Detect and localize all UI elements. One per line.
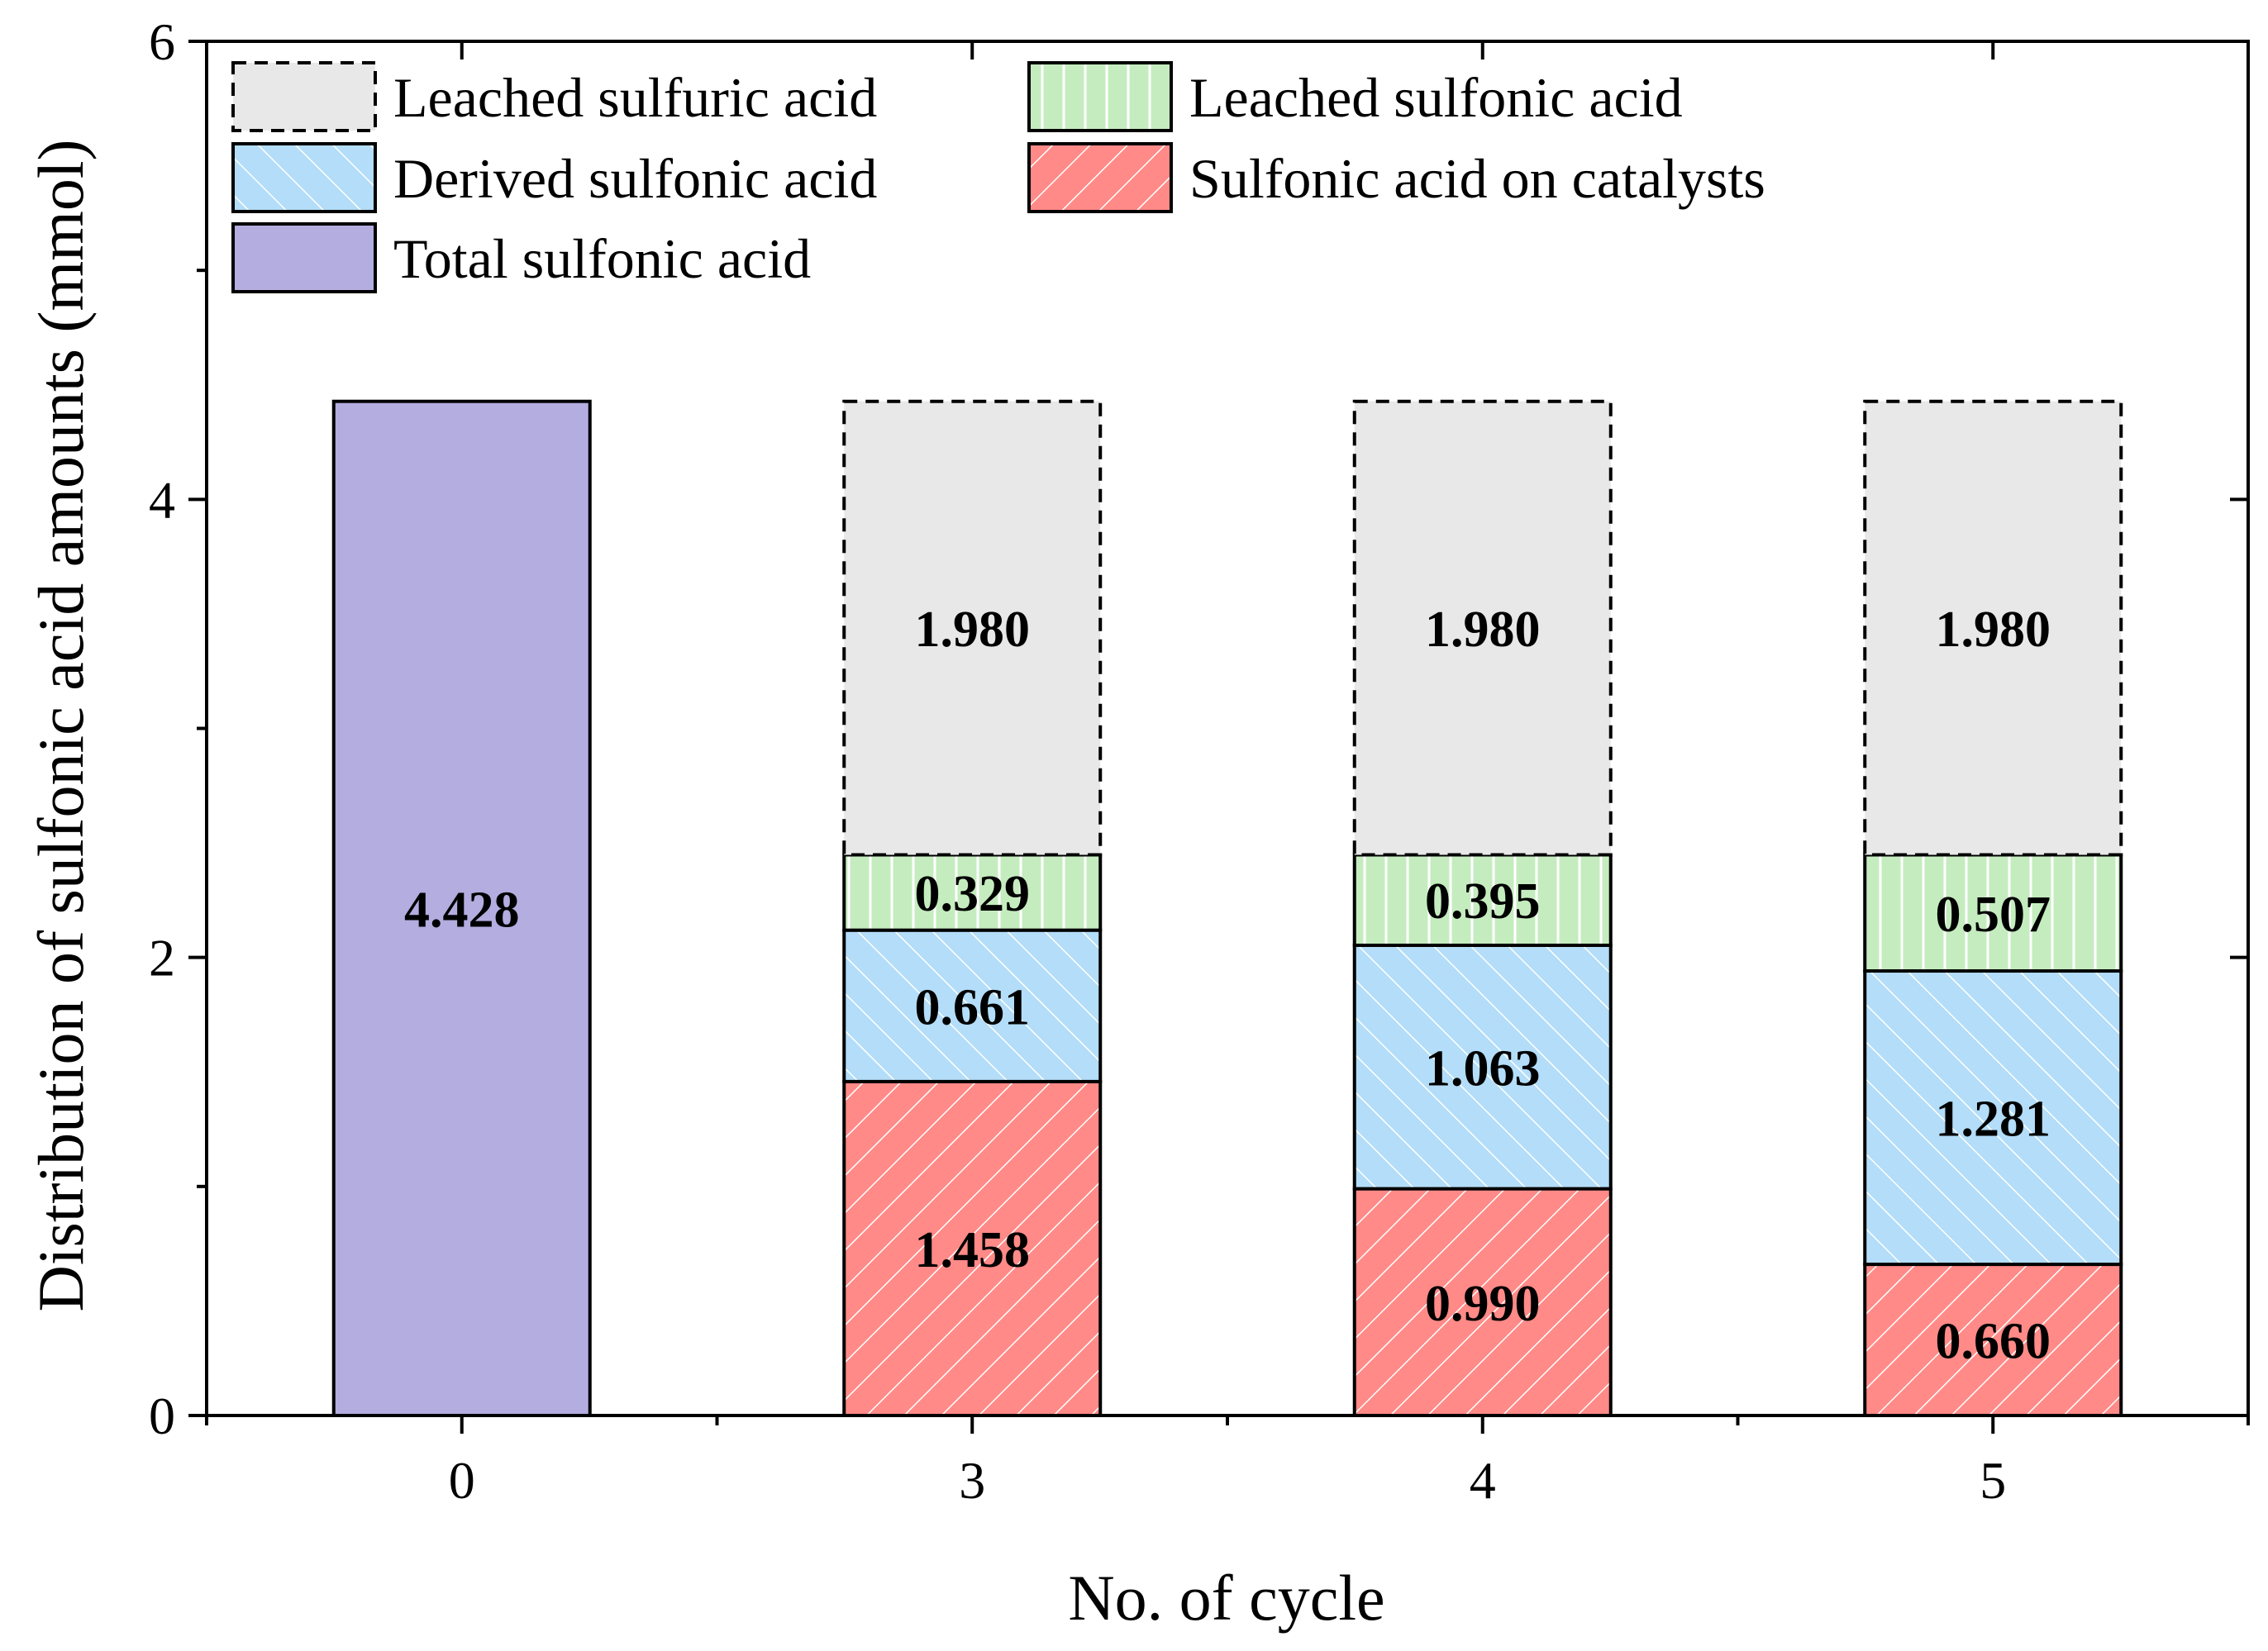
- bar-total-cycle-0: [333, 401, 590, 1415]
- bar-pattern-leached_sulfonic-cycle-3: [844, 854, 1101, 930]
- data-label-derived-cycle-5: 1.281: [1936, 1092, 2051, 1148]
- data-label-leached_sulfonic-cycle-3: 0.329: [915, 866, 1031, 922]
- data-label-leached_sulfonic-cycle-5: 0.507: [1936, 887, 2051, 943]
- y-tick-label: 2: [149, 929, 175, 987]
- bar-pattern-catalyst-cycle-4: [1354, 1188, 1611, 1415]
- data-label-derived-cycle-4: 1.063: [1425, 1040, 1541, 1097]
- legend-swatch-pattern-leached_sulfonic: [1029, 63, 1171, 131]
- bar-pattern-leached_sulfonic-cycle-4: [1354, 854, 1611, 945]
- data-labels: 4.428 1.458 0.661 0.329 1.980 0.990 1.063 0.395…: [404, 602, 2051, 1369]
- bar-pattern-derived-cycle-3: [844, 930, 1101, 1082]
- bar-pattern-catalyst-cycle-5: [1865, 1264, 2122, 1415]
- legend-swatch-border-leached_sulfonic: [1027, 61, 1173, 132]
- legend-swatch-pattern-catalyst: [1029, 144, 1171, 212]
- legend-label-leached_sulfuric: Leached sulfuric acid: [393, 66, 877, 129]
- legend-swatch-total: [233, 224, 375, 292]
- data-label-leached_sulfuric-cycle-4: 1.980: [1425, 602, 1541, 658]
- legend-label-derived: Derived sulfonic acid: [393, 147, 877, 210]
- bar-leached_sulfuric-cycle-5: [1865, 401, 2122, 855]
- x-tick-label: 4: [1470, 1451, 1496, 1510]
- data-label-catalyst-cycle-5: 0.660: [1936, 1314, 2051, 1370]
- y-tick-label: 6: [149, 12, 175, 71]
- legend-swatch-border-total: [231, 222, 377, 293]
- bar-pattern-leached_sulfonic-cycle-5: [1865, 854, 2122, 972]
- x-axis-title: No. of cycle: [1068, 1562, 1384, 1634]
- legend-swatch-border-derived: [231, 142, 377, 213]
- x-tick-label: 5: [1980, 1451, 2006, 1510]
- bar-border-leached_sulfuric-cycle-4: [1352, 399, 1613, 857]
- data-label-leached_sulfuric-cycle-5: 1.980: [1936, 602, 2051, 658]
- legend-swatch-border-catalyst: [1027, 142, 1173, 213]
- y-tick-label: 4: [149, 470, 175, 529]
- data-label-leached_sulfuric-cycle-3: 1.980: [915, 602, 1031, 658]
- bar-border-leached_sulfuric-cycle-5: [1863, 399, 2123, 857]
- legend: Leached sulfuric acid Leached sulfonic ac…: [231, 61, 1765, 293]
- y-tick-label: 0: [149, 1387, 175, 1445]
- bar-pattern-derived-cycle-4: [1354, 944, 1611, 1189]
- data-label-derived-cycle-3: 0.661: [915, 979, 1031, 1035]
- data-label-catalyst-cycle-3: 1.458: [915, 1222, 1031, 1278]
- bar-leached_sulfuric-cycle-4: [1354, 401, 1611, 855]
- bar-leached_sulfuric-cycle-3: [844, 401, 1101, 855]
- data-label-catalyst-cycle-4: 0.990: [1425, 1276, 1541, 1332]
- x-tick-label: 3: [959, 1451, 985, 1510]
- bar-pattern-catalyst-cycle-3: [844, 1081, 1101, 1415]
- data-label-leached_sulfonic-cycle-4: 0.395: [1425, 873, 1541, 930]
- bar-border-leached_sulfuric-cycle-3: [842, 399, 1103, 857]
- legend-label-total: Total sulfonic acid: [393, 227, 811, 290]
- legend-swatch-leached_sulfuric: [233, 63, 375, 131]
- bar-pattern-derived-cycle-5: [1865, 971, 2122, 1265]
- y-axis: 0 2 4 6: [149, 12, 2248, 1445]
- data-label-total-cycle-0: 4.428: [404, 882, 520, 938]
- bars-group: [331, 399, 2123, 1417]
- legend-label-catalyst: Sulfonic acid on catalysts: [1189, 147, 1765, 210]
- legend-swatch-border-leached_sulfuric: [231, 61, 377, 132]
- y-axis-title: Distribution of sulfonic acid amounts (m…: [25, 140, 97, 1312]
- legend-swatch-pattern-derived: [233, 144, 375, 212]
- x-tick-label: 0: [449, 1451, 475, 1510]
- x-axis: 0 3 4 5: [205, 41, 2250, 1510]
- legend-label-leached_sulfonic: Leached sulfonic acid: [1189, 66, 1683, 129]
